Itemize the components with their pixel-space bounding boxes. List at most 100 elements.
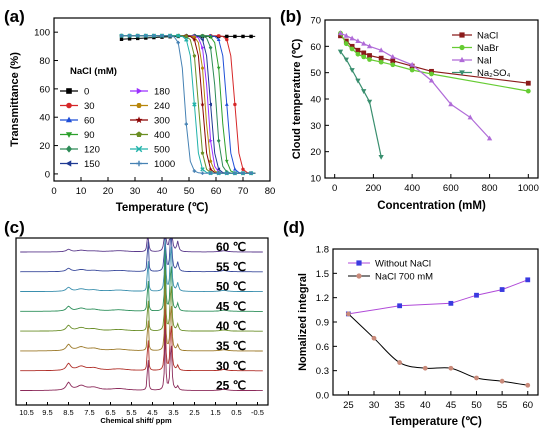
b-xtick-label: 1000 [518, 183, 539, 194]
a-xtick-label: 20 [103, 186, 114, 197]
b-xtick-label: 400 [404, 183, 420, 194]
a-series-point-240 [200, 66, 205, 70]
b-series-line-nai [340, 32, 491, 139]
b-legend-label-nabr: NaBr [477, 43, 499, 54]
a-ytick-label: 20 [39, 141, 50, 152]
b-series-point-nai [361, 40, 367, 46]
a-xtick-label: 40 [157, 186, 168, 197]
c-xtick-label: 2.5 [189, 408, 199, 417]
c-xtick-label: 7.5 [84, 408, 94, 417]
b-series-point-nai [390, 53, 396, 59]
a-series-point-400 [200, 151, 205, 155]
a-series-point-240 [192, 35, 197, 39]
a-series-point-400 [192, 53, 197, 58]
d-legend-label-nacl-700-mm: NaCl 700 mM [375, 272, 433, 283]
b-ylabel: Cloud temperature (℃) [291, 38, 303, 159]
b-series-point-nacl [361, 50, 367, 56]
b-series-point-nai [448, 101, 454, 107]
c-spectrum-label-60: 60 ℃ [216, 240, 246, 254]
d-ytick-label: 0.3 [316, 366, 329, 377]
b-series-point-nai [343, 32, 349, 38]
b-xlabel: Concentration (mM) [377, 200, 486, 212]
a-xlabel: Temperature (℃) [116, 201, 209, 214]
a-series-point-1000 [184, 122, 188, 126]
b-legend-marker-nabr [459, 44, 465, 51]
a-series-point-500 [184, 37, 189, 42]
d-series-line-nacl-700-mm [348, 313, 528, 386]
panel-label-c: (c) [4, 218, 25, 237]
a-series-point-150 [200, 37, 204, 42]
a-legend-label-30: 30 [84, 101, 95, 112]
a-legend-label-1000: 1000 [154, 159, 175, 170]
d-series-point-nacl-700-mm [448, 365, 454, 371]
a-legend-label-120: 120 [84, 145, 100, 156]
a-ylabel: Transmittance (%) [9, 52, 21, 147]
b-series-point-nai [409, 61, 415, 67]
b-ytick-label: 20 [310, 147, 321, 158]
b-legend-label-nacl: NaCl [477, 31, 498, 42]
a-legend-label-400: 400 [154, 130, 170, 141]
a-xtick-label: 50 [184, 186, 195, 197]
panel-label-b: (b) [280, 7, 302, 26]
a-series-point-60 [233, 167, 237, 171]
a-series-point-30 [233, 102, 237, 107]
c-spectrum-label-45: 45 ℃ [216, 299, 246, 313]
c-xtick-label: 6.5 [105, 408, 115, 417]
a-series-point-300 [200, 102, 205, 107]
a-legend-label-180: 180 [154, 87, 170, 98]
b-series-point-nacl [367, 53, 372, 58]
a-legend-label-150: 150 [84, 159, 100, 170]
a-series-point-1000 [127, 34, 132, 38]
a-legend-marker-60 [65, 116, 73, 123]
c-spectrum-35 [20, 289, 263, 352]
a-ytick-label: 0 [45, 169, 50, 180]
d-legend-label-without-nacl: Without NaCl [375, 259, 431, 270]
a-series-point-500 [176, 33, 181, 39]
a-legend-marker-30 [66, 102, 72, 109]
a-series-point-150 [208, 102, 212, 107]
a-ytick-label: 40 [39, 113, 50, 124]
b-xtick-label: 200 [365, 183, 381, 194]
a-series-point-90 [216, 66, 221, 71]
b-series-point-na-so [355, 78, 361, 84]
d-ytick-label: 1.2 [316, 293, 329, 304]
b-legend-marker-na-so [459, 70, 465, 76]
a-legend-marker-300 [135, 116, 143, 124]
a-legend-label-300: 300 [154, 116, 170, 127]
d-ytick-label: 1.8 [316, 245, 329, 256]
d-series-point-nacl-700-mm [345, 311, 351, 317]
c-spectrum-25 [20, 329, 263, 392]
a-series-point-500 [192, 102, 197, 107]
a-series-point-1000 [217, 171, 221, 175]
a-series-point-30 [241, 167, 245, 171]
a-legend-marker-180 [136, 87, 143, 95]
a-series-point-400 [184, 34, 189, 38]
b-series-point-na-so [349, 68, 355, 73]
b-series-point-nai [428, 77, 435, 83]
c-spectrum-label-25: 25 ℃ [216, 379, 246, 393]
b-ytick-label: 30 [310, 121, 321, 132]
a-ytick-label: 80 [39, 56, 50, 67]
d-series-point-nacl-700-mm [499, 378, 505, 384]
a-legend-label-500: 500 [154, 145, 170, 156]
b-xtick-label: 600 [443, 183, 459, 194]
b-series-point-na-so [378, 155, 384, 160]
b-series-point-nabr [525, 88, 531, 94]
d-series-point-without-nacl [397, 303, 403, 309]
b-axes-frame [324, 19, 539, 179]
c-spectrum-60 [20, 238, 263, 253]
d-ytick-label: 0.0 [316, 391, 329, 402]
c-xtick-label: -0.5 [251, 408, 264, 417]
d-series-point-without-nacl [448, 300, 454, 306]
b-series-line-na-so [340, 51, 382, 158]
b-legend-marker-nacl [459, 32, 465, 38]
d-series-point-nacl-700-mm [371, 335, 377, 341]
a-series-point-1000 [249, 171, 253, 175]
b-series-point-nacl [525, 80, 531, 86]
c-xtick-label: 0.5 [231, 408, 241, 417]
c-xtick-label: 4.5 [147, 408, 157, 417]
b-series-point-nacl [349, 43, 355, 49]
a-series-point-120 [200, 33, 205, 39]
a-series-point-0 [241, 34, 245, 39]
